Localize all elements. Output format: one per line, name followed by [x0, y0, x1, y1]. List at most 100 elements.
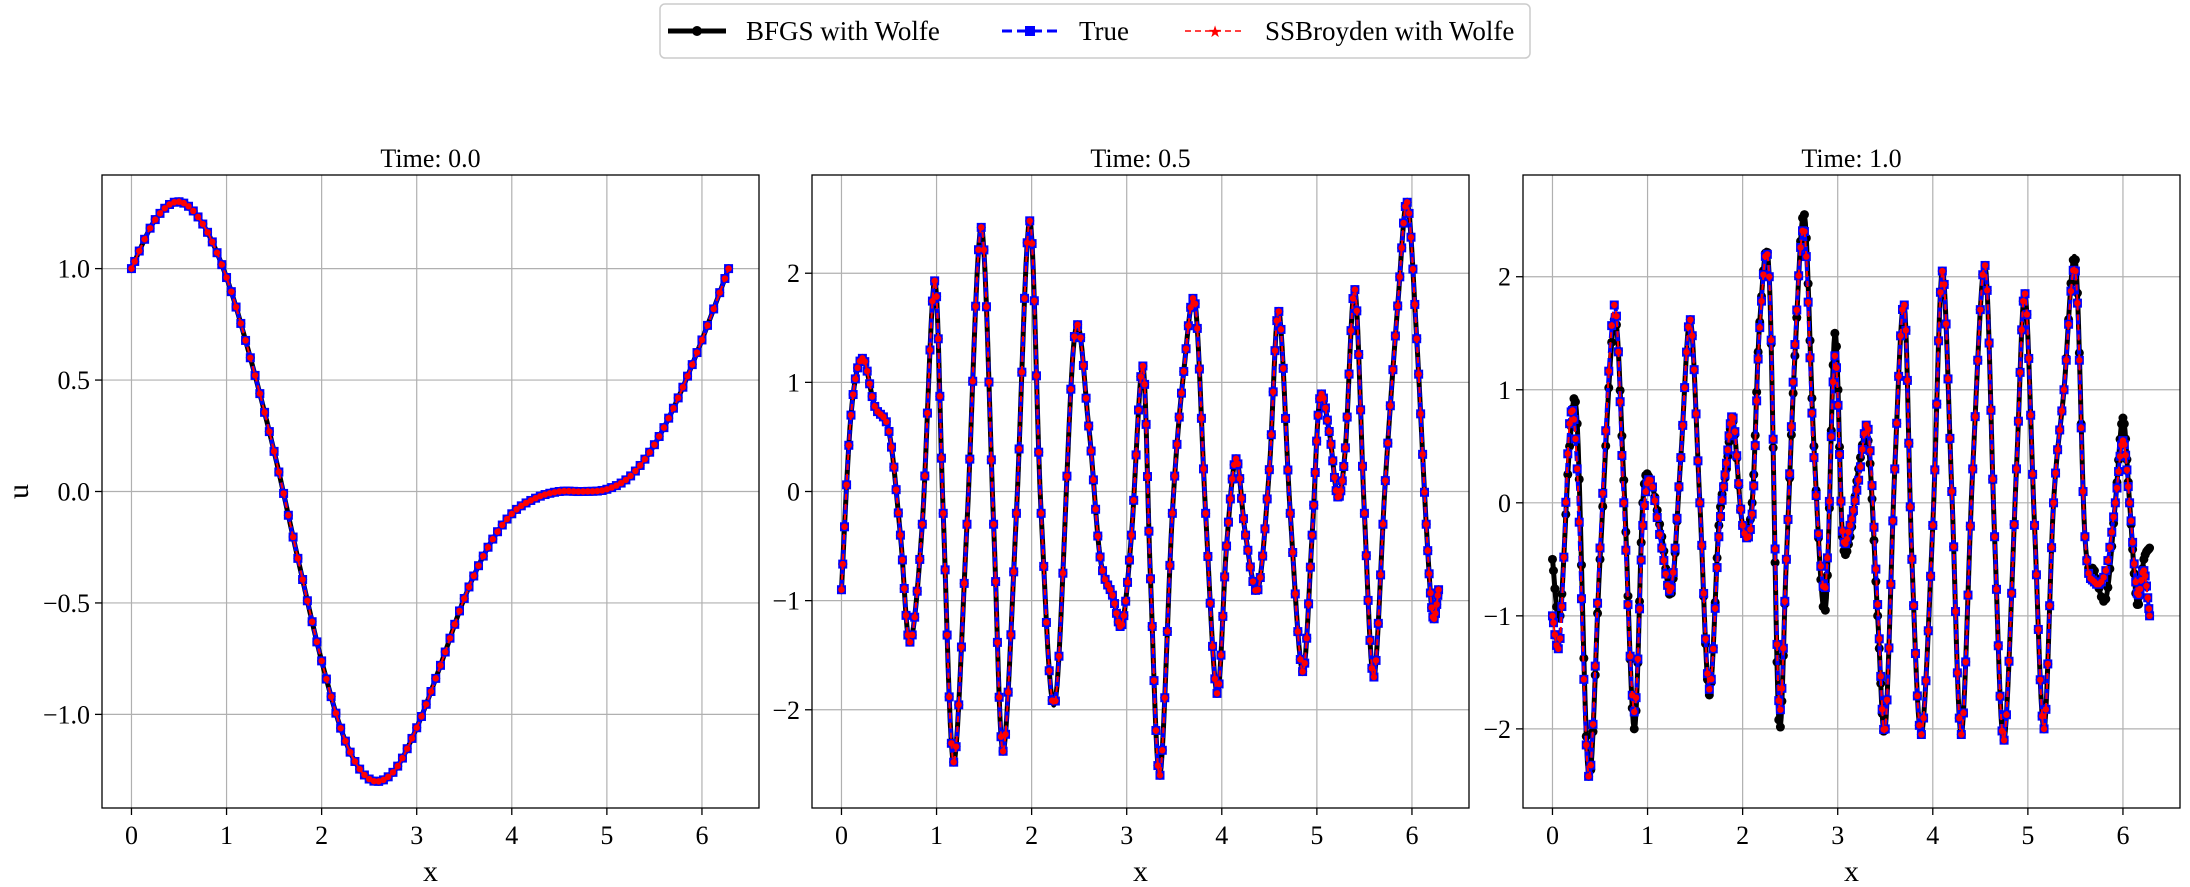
data-point: [280, 490, 287, 497]
data-point: [2016, 369, 2024, 376]
data-point: [2040, 725, 2048, 733]
data-point: [1964, 591, 1972, 599]
data-point: [901, 585, 908, 592]
data-point: [1675, 483, 1683, 491]
data-point: [1855, 476, 1862, 484]
data-point: [1687, 316, 1694, 323]
data-point: [470, 572, 477, 580]
data-point: [1394, 302, 1401, 310]
data-point: [1929, 522, 1936, 529]
data-point: [2048, 544, 2055, 551]
data-point: [2044, 660, 2051, 668]
data-point: [1935, 337, 1942, 345]
data-point: [1711, 605, 1719, 612]
data-point: [1176, 413, 1183, 421]
data-point: [1280, 365, 1287, 372]
data-point: [513, 506, 520, 513]
data-point: [1198, 415, 1205, 422]
data-point: [1154, 762, 1162, 769]
data-point: [1700, 590, 1707, 597]
data-point: [161, 205, 168, 212]
data-point: [594, 487, 601, 495]
data-point: [924, 409, 931, 417]
data-point: [1028, 240, 1036, 247]
data-point: [451, 621, 458, 628]
data-point: [1950, 543, 1957, 550]
data-point: [1111, 600, 1118, 607]
data-point: [1387, 402, 1394, 409]
series-ssbroyden-with-wolfe: [838, 199, 1442, 779]
data-point: [418, 713, 425, 720]
data-point: [2058, 407, 2066, 415]
data-point: [2113, 484, 2121, 492]
data-point: [1409, 265, 1417, 273]
data-point: [1933, 400, 1940, 408]
data-point: [1952, 608, 1959, 615]
data-point: [1249, 578, 1257, 585]
data-point: [1570, 416, 1578, 423]
data-point: [1704, 670, 1711, 677]
data-point: [1662, 570, 1669, 578]
data-point: [2101, 594, 2111, 604]
data-point: [270, 448, 278, 455]
data-point: [1031, 297, 1038, 304]
data-point: [1023, 239, 1031, 246]
data-point: [1942, 320, 1950, 328]
data-point: [1366, 637, 1374, 644]
data-point: [2085, 570, 2092, 577]
data-point: [1560, 553, 1568, 561]
data-point: [1007, 631, 1015, 638]
legend-frame: [659, 3, 1531, 59]
data-point: [2112, 499, 2119, 507]
y-tick-label: −2: [1483, 715, 1511, 744]
gridlines: [812, 175, 1469, 808]
data-point: [1137, 373, 1145, 380]
plot-area: [126, 197, 734, 786]
data-point: [1389, 366, 1397, 373]
data-point: [1194, 325, 1201, 332]
data-point: [1254, 586, 1262, 593]
data-point: [1962, 658, 1969, 666]
data-point: [1368, 665, 1376, 672]
data-point: [1221, 573, 1228, 581]
data-point: [1766, 273, 1773, 280]
data-point: [1815, 530, 1822, 538]
data-point: [475, 562, 482, 569]
data-point: [1558, 603, 1566, 610]
data-point: [1861, 430, 1868, 437]
data-point: [1021, 295, 1028, 302]
data-point: [1572, 435, 1579, 443]
series-line: [838, 199, 1442, 778]
data-point: [1576, 518, 1583, 526]
data-point: [1708, 676, 1715, 683]
data-point: [952, 743, 960, 750]
data-point: [2000, 736, 2008, 744]
y-tick-label: −1: [1483, 602, 1511, 631]
data-point: [2010, 521, 2018, 528]
data-point: [1284, 466, 1292, 474]
data-point: [1002, 731, 1009, 738]
data-point: [847, 411, 855, 419]
data-point: [931, 277, 938, 285]
data-point: [1795, 272, 1802, 279]
data-point: [1403, 199, 1411, 206]
data-point: [613, 482, 620, 489]
data-point: [1240, 515, 1247, 522]
data-point: [156, 210, 164, 217]
y-tick-label: −2: [772, 696, 800, 725]
data-point: [1750, 482, 1757, 490]
data-point: [1786, 470, 1793, 478]
data-point: [1094, 532, 1101, 540]
data-point: [2122, 451, 2129, 459]
data-point: [1817, 563, 1825, 570]
x-tick-label: 0: [125, 821, 138, 850]
data-point: [1375, 620, 1382, 627]
data-point: [2056, 426, 2063, 434]
data-point: [304, 597, 311, 604]
data-point: [1227, 495, 1234, 503]
data-point: [933, 293, 940, 300]
data-point: [1379, 521, 1387, 528]
data-point: [1118, 621, 1126, 628]
data-point: [863, 367, 871, 375]
legend-marker-true: [1025, 26, 1035, 36]
